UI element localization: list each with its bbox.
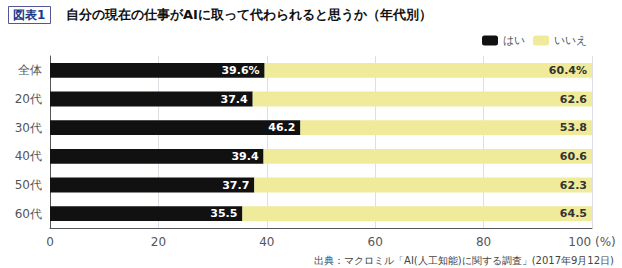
svg-text:53.8: 53.8 (560, 121, 587, 134)
svg-text:35.5: 35.5 (210, 207, 237, 220)
svg-text:20: 20 (151, 235, 166, 249)
svg-text:60.4%: 60.4% (549, 64, 587, 77)
svg-text:60代: 60代 (15, 207, 42, 221)
svg-text:39.4: 39.4 (231, 150, 258, 163)
svg-text:40: 40 (259, 235, 274, 249)
svg-text:80: 80 (476, 235, 491, 249)
svg-text:自分の現在の仕事がAIに取って代わられると思うか（年代別）: 自分の現在の仕事がAIに取って代わられると思うか（年代別） (66, 7, 432, 22)
svg-text:図表1: 図表1 (13, 8, 45, 22)
svg-text:62.3: 62.3 (560, 179, 587, 192)
svg-text:39.6%: 39.6% (221, 64, 259, 77)
svg-text:0: 0 (46, 235, 54, 249)
svg-text:62.6: 62.6 (560, 93, 587, 106)
svg-text:64.5: 64.5 (560, 207, 587, 220)
svg-text:出典：マクロミル「AI(人工知能)に関する調査」(2017年: 出典：マクロミル「AI(人工知能)に関する調査」(2017年9月12日) (314, 255, 614, 266)
svg-text:はい: はい (503, 34, 525, 47)
svg-text:いいえ: いいえ (554, 34, 587, 47)
svg-text:60: 60 (368, 235, 383, 249)
svg-text:37.7: 37.7 (222, 179, 249, 192)
svg-text:100 (%): 100 (%) (568, 235, 615, 249)
svg-text:全体: 全体 (18, 63, 42, 77)
svg-text:46.2: 46.2 (268, 121, 295, 134)
svg-text:40代: 40代 (15, 149, 42, 163)
svg-text:20代: 20代 (15, 92, 42, 106)
svg-text:50代: 50代 (15, 178, 42, 192)
svg-text:60.6: 60.6 (560, 150, 587, 163)
svg-text:37.4: 37.4 (221, 93, 248, 106)
svg-text:30代: 30代 (15, 121, 42, 135)
